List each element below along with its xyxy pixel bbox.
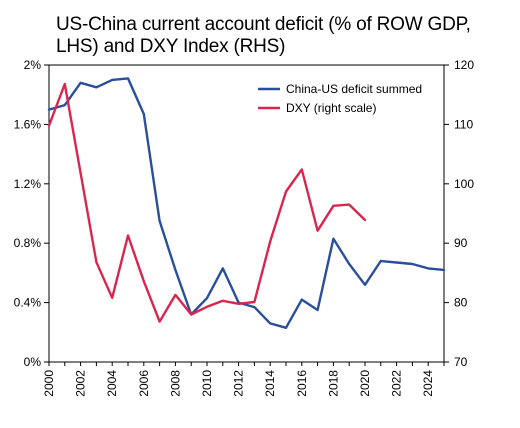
left-tick-label: 1.6% (14, 117, 42, 131)
right-tick-label: 110 (454, 117, 473, 131)
x-tick-label: 2006 (137, 370, 151, 397)
x-tick-label: 2004 (105, 370, 119, 397)
x-tick-label: 2010 (200, 370, 214, 397)
x-tick-label: 2022 (390, 370, 404, 397)
x-tick-label: 2012 (232, 370, 246, 397)
right-tick-label: 80 (454, 296, 468, 310)
series-lines (47, 77, 446, 329)
left-tick-label: 1.2% (14, 177, 42, 191)
legend-label-1: DXY (right scale) (286, 101, 376, 115)
axes: 0% 0.4% 0.8% 1.2% 1.6% 2% 70 80 90 100 110 120 2000 2… (14, 58, 475, 397)
left-tick-label: 0% (24, 355, 42, 369)
left-tick-label: 2% (24, 58, 42, 72)
left-tick-label: 0.8% (14, 236, 42, 250)
series-line-1 (47, 82, 367, 323)
x-tick-label: 2020 (358, 370, 372, 397)
chart-title: US-China current account deficit (% of R… (56, 14, 471, 57)
legend-label-0: China-US deficit summed (286, 82, 422, 96)
x-tick-label: 2002 (74, 370, 88, 397)
right-tick-label: 90 (454, 236, 468, 250)
left-tick-label: 0.4% (14, 296, 42, 310)
x-tick-label: 2008 (168, 370, 182, 397)
right-tick-label: 70 (454, 355, 468, 369)
legend: China-US deficit summed DXY (right scale) (258, 82, 422, 115)
x-tick-label: 2014 (263, 370, 277, 397)
x-tick-label: 2016 (295, 370, 309, 397)
series-line-0 (47, 77, 446, 329)
x-tick-label: 2000 (42, 370, 56, 397)
right-tick-label: 100 (454, 177, 474, 191)
x-tick-label: 2018 (326, 370, 340, 397)
x-tick-label: 2024 (421, 370, 435, 397)
right-tick-label: 120 (454, 58, 474, 72)
